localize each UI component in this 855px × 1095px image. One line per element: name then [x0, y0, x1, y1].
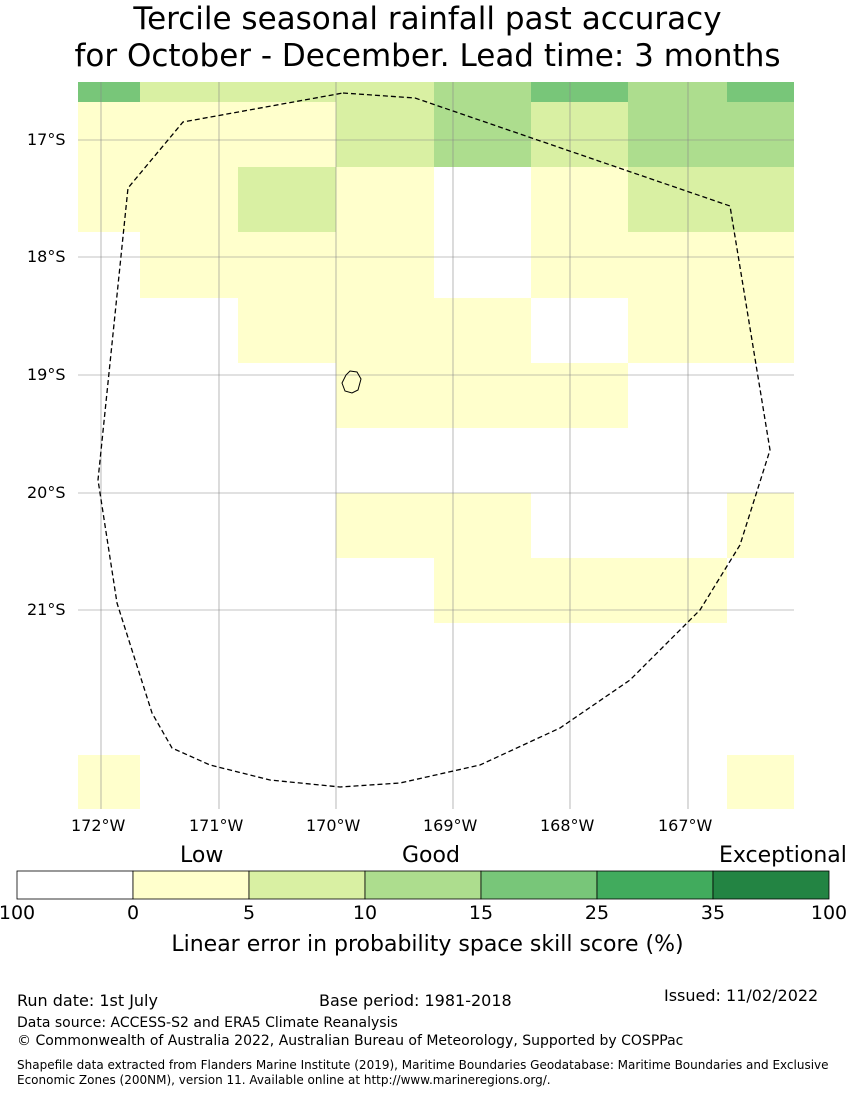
longitude-label: 172°W	[71, 816, 126, 835]
grid-cell	[336, 363, 628, 428]
copyright: © Commonwealth of Australia 2022, Austra…	[17, 1033, 684, 1049]
grid-cell	[78, 167, 238, 232]
latitude-label: 17°S	[27, 130, 66, 149]
grid-cell	[78, 102, 336, 167]
graticule	[78, 82, 794, 809]
colorbar-tick-label: 5	[242, 902, 256, 924]
grid-cell	[434, 558, 727, 623]
colorbar-segment	[132, 870, 250, 900]
colorbar-segment	[596, 870, 714, 900]
colorbar-segment	[248, 870, 366, 900]
grid-cell	[336, 167, 434, 232]
grid-cell	[78, 755, 140, 809]
colorbar-tick-label: 35	[700, 902, 726, 924]
colorbar-tick-label: 25	[584, 902, 610, 924]
colorbar-segment	[16, 870, 134, 900]
colorbar	[16, 870, 830, 900]
grid-cell	[434, 82, 531, 102]
grid-cell	[531, 167, 628, 232]
grid-cell	[238, 167, 336, 232]
shapefile-credit: Shapefile data extracted from Flanders M…	[17, 1058, 829, 1087]
grid-cell	[727, 755, 794, 809]
longitude-label: 170°W	[306, 816, 361, 835]
data-source: Data source: ACCESS-S2 and ERA5 Climate …	[17, 1015, 398, 1031]
island-outline	[341, 370, 362, 394]
colorbar-segment	[480, 870, 598, 900]
grid-cell	[140, 232, 434, 298]
latitude-label: 19°S	[27, 365, 66, 384]
latitude-label: 20°S	[27, 483, 66, 502]
longitude-label: 169°W	[423, 816, 478, 835]
grid-cell	[238, 298, 531, 363]
longitude-label: 168°W	[540, 816, 595, 835]
latitude-label: 21°S	[27, 600, 66, 619]
grid-cell	[727, 493, 794, 558]
grid-cell	[628, 102, 794, 167]
title-line-1: Tercile seasonal rainfall past accuracy	[133, 1, 722, 37]
colorbar-tick-label: 100	[0, 902, 36, 924]
colorbar-tick-label: 100	[810, 902, 848, 924]
skill-score-grid	[78, 82, 794, 809]
grid-cell	[336, 493, 531, 558]
category-exceptional: Exceptional	[719, 843, 847, 868]
grid-cell	[78, 82, 140, 102]
colorbar-tick-label: 15	[468, 902, 494, 924]
longitude-label: 167°W	[658, 816, 713, 835]
longitude-label: 171°W	[189, 816, 244, 835]
run-date: Run date: 1st July	[17, 991, 158, 1010]
colorbar-segment	[364, 870, 482, 900]
grid-cell	[628, 298, 794, 363]
grid-cell	[531, 82, 628, 102]
grid-cell	[727, 82, 794, 102]
category-low: Low	[180, 843, 224, 868]
latitude-label: 18°S	[27, 247, 66, 266]
grid-cell	[140, 82, 336, 102]
title-line-2: for October - December. Lead time: 3 mon…	[74, 38, 781, 74]
category-good: Good	[402, 843, 460, 868]
grid-cell	[336, 102, 434, 167]
grid-cell	[531, 102, 628, 167]
issued-date: Issued: 11/02/2022	[664, 986, 819, 1005]
colorbar-label: Linear error in probability space skill …	[171, 932, 684, 957]
base-period: Base period: 1981-2018	[319, 991, 512, 1010]
grid-cell	[434, 102, 531, 167]
colorbar-segment	[712, 870, 830, 900]
colorbar-tick-label: 10	[352, 902, 378, 924]
grid-cell	[628, 82, 727, 102]
grid-cell	[531, 232, 794, 298]
colorbar-tick-label: 0	[126, 902, 140, 924]
eez-boundary	[97, 92, 771, 788]
